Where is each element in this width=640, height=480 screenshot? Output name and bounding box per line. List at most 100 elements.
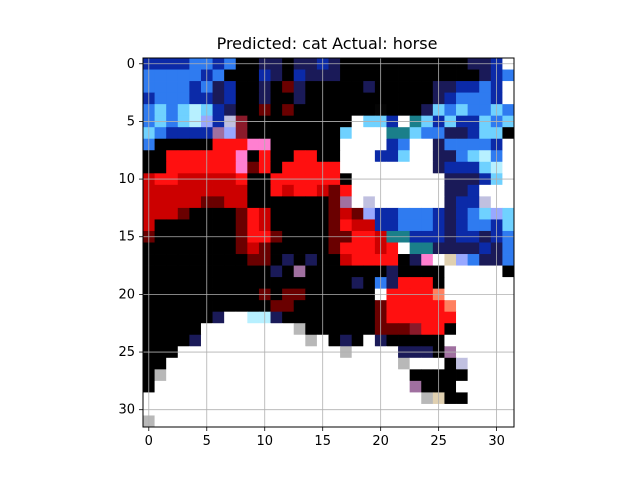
image-pixel — [189, 415, 202, 428]
image-pixel — [293, 380, 306, 393]
image-pixel — [386, 150, 399, 163]
image-pixel — [363, 265, 376, 278]
image-pixel — [421, 334, 434, 347]
image-pixel — [363, 415, 376, 428]
figure-title: Predicted: cat Actual: horse — [217, 34, 438, 53]
image-pixel — [247, 184, 260, 197]
image-pixel — [247, 150, 260, 163]
image-pixel — [502, 254, 515, 266]
image-pixel — [340, 369, 353, 382]
image-pixel — [340, 300, 353, 313]
image-pixel — [293, 254, 306, 266]
image-pixel — [154, 161, 167, 174]
image-pixel — [293, 69, 306, 82]
image-pixel — [444, 311, 457, 324]
image-pixel — [444, 104, 457, 117]
image-pixel — [398, 184, 411, 197]
image-pixel — [456, 357, 469, 370]
image-pixel — [398, 138, 411, 151]
image-pixel — [154, 207, 167, 220]
image-pixel — [293, 92, 306, 105]
image-pixel — [456, 138, 469, 151]
image-pixel — [189, 357, 202, 370]
image-pixel — [247, 311, 260, 324]
image-pixel — [270, 369, 283, 382]
image-pixel — [305, 127, 318, 140]
x-axis: 0 5 10 15 20 25 30 — [145, 427, 505, 449]
image-pixel — [456, 334, 469, 347]
image-pixel — [409, 150, 422, 163]
image-pixel — [467, 92, 480, 105]
image-pixel — [235, 357, 248, 370]
image-pixel — [398, 81, 411, 93]
image-pixel — [456, 196, 469, 209]
image-pixel — [351, 207, 364, 220]
image-pixel — [154, 311, 167, 324]
image-pixel — [270, 92, 283, 105]
image-pixel — [421, 127, 434, 140]
image-pixel — [224, 357, 237, 370]
image-pixel — [247, 415, 260, 428]
image-pixel — [177, 161, 190, 174]
image-pixel — [398, 311, 411, 324]
image-pixel — [444, 81, 457, 93]
image-pixel — [177, 334, 190, 347]
image-pixel — [502, 150, 515, 163]
image-pixel — [386, 380, 399, 393]
image-pixel — [224, 184, 237, 197]
image-pixel — [444, 392, 457, 405]
image-pixel — [282, 196, 295, 209]
image-pixel — [166, 380, 179, 393]
image-pixel — [351, 92, 364, 105]
image-pixel — [409, 69, 422, 82]
image-pixel — [247, 242, 260, 255]
image-pixel — [351, 323, 364, 336]
image-pixel — [177, 127, 190, 140]
image-pixel — [305, 69, 318, 82]
image-pixel — [305, 92, 318, 105]
image-pixel — [293, 311, 306, 324]
image-pixel — [386, 323, 399, 336]
image-pixel — [340, 265, 353, 278]
image-pixel — [293, 415, 306, 428]
image-pixel — [235, 265, 248, 278]
image-pixel — [189, 277, 202, 290]
image-pixel — [456, 207, 469, 220]
image-pixel — [166, 357, 179, 370]
image-pixel — [467, 207, 480, 220]
image-pixel — [351, 392, 364, 405]
image-pixel — [224, 415, 237, 428]
image-pixel — [398, 357, 411, 370]
image-pixel — [444, 254, 457, 266]
image-pixel — [328, 138, 341, 151]
image-pixel — [166, 265, 179, 278]
image-pixel — [235, 415, 248, 428]
image-pixel — [293, 138, 306, 151]
image-pixel — [456, 184, 469, 197]
image-pixel — [351, 369, 364, 382]
image-pixel — [247, 254, 260, 266]
image-pixel — [409, 207, 422, 220]
image-pixel — [154, 300, 167, 313]
image-pixel — [444, 415, 457, 428]
image-pixel — [363, 219, 376, 232]
image-pixel — [502, 161, 515, 174]
image-pixel — [502, 104, 515, 117]
image-pixel — [328, 69, 341, 82]
image-pixel — [409, 161, 422, 174]
image-pixel — [166, 242, 179, 255]
image-pixel — [467, 357, 480, 370]
image-pixel — [363, 184, 376, 197]
image-pixel — [409, 415, 422, 428]
image-pixel — [154, 369, 167, 382]
image-pixel — [363, 69, 376, 82]
image-pixel — [340, 334, 353, 347]
image-pixel — [363, 161, 376, 174]
image-pixel — [305, 104, 318, 117]
image-pixel — [166, 392, 179, 405]
image-pixel — [467, 392, 480, 405]
image-pixel — [282, 207, 295, 220]
image-pixel — [340, 415, 353, 428]
image-pixel — [409, 219, 422, 232]
image-pixel — [421, 196, 434, 209]
